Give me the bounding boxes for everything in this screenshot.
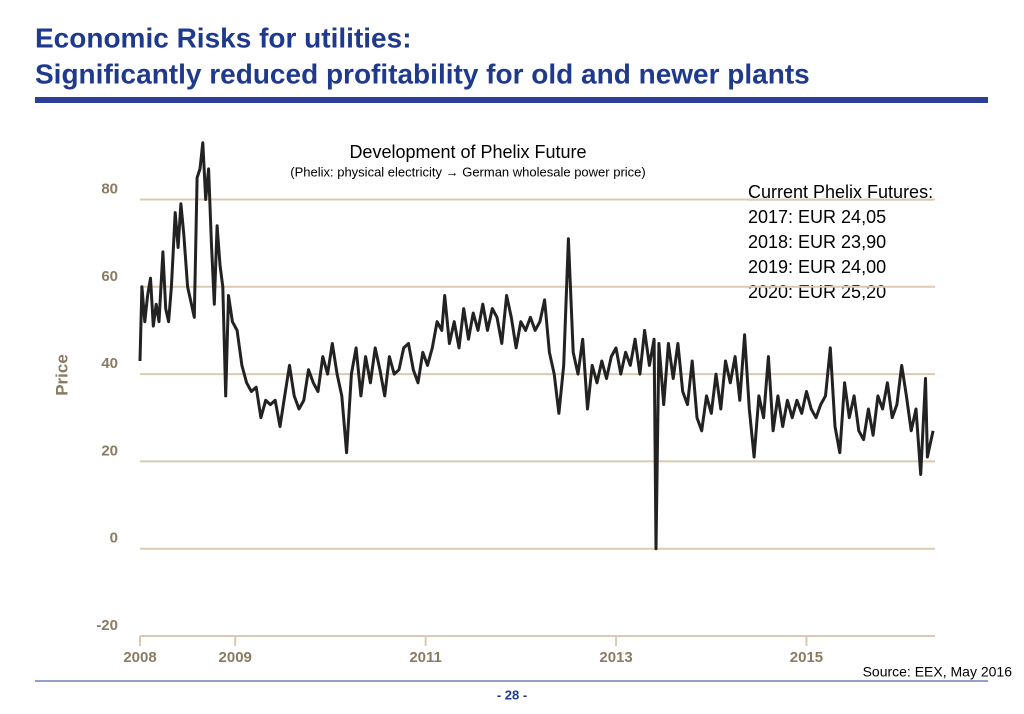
y-tick-label: 0 [110, 530, 118, 547]
annotation-line: 2018: EUR 23,90 [748, 232, 886, 252]
y-tick-label: 40 [101, 355, 118, 372]
page-number: - 28 - [497, 687, 527, 702]
slide-title: Economic Risks for utilities: [35, 22, 412, 53]
annotation-line: 2017: EUR 24,05 [748, 207, 886, 227]
slide-title: Significantly reduced profitability for … [35, 58, 810, 89]
x-tick-label: 2013 [599, 649, 632, 666]
title-rule [35, 97, 988, 103]
y-axis-label: Price [52, 354, 71, 396]
x-tick-label: 2009 [219, 649, 252, 666]
x-tick-label: 2011 [409, 649, 442, 666]
x-tick-label: 2015 [790, 649, 823, 666]
chart-title: Development of Phelix Future [349, 142, 586, 162]
annotation-heading: Current Phelix Futures: [748, 182, 933, 202]
annotation-line: 2019: EUR 24,00 [748, 257, 886, 277]
x-tick-label: 2008 [123, 649, 156, 666]
chart-subtitle: (Phelix: physical electricity → German w… [290, 164, 645, 179]
y-tick-label: -20 [96, 617, 118, 634]
y-tick-label: 60 [101, 268, 118, 285]
y-tick-label: 80 [101, 180, 118, 197]
y-tick-label: 20 [101, 442, 118, 459]
annotation-line: 2020: EUR 25,20 [748, 282, 886, 302]
price-line [138, 141, 935, 551]
source: Source: EEX, May 2016 [863, 664, 1013, 680]
